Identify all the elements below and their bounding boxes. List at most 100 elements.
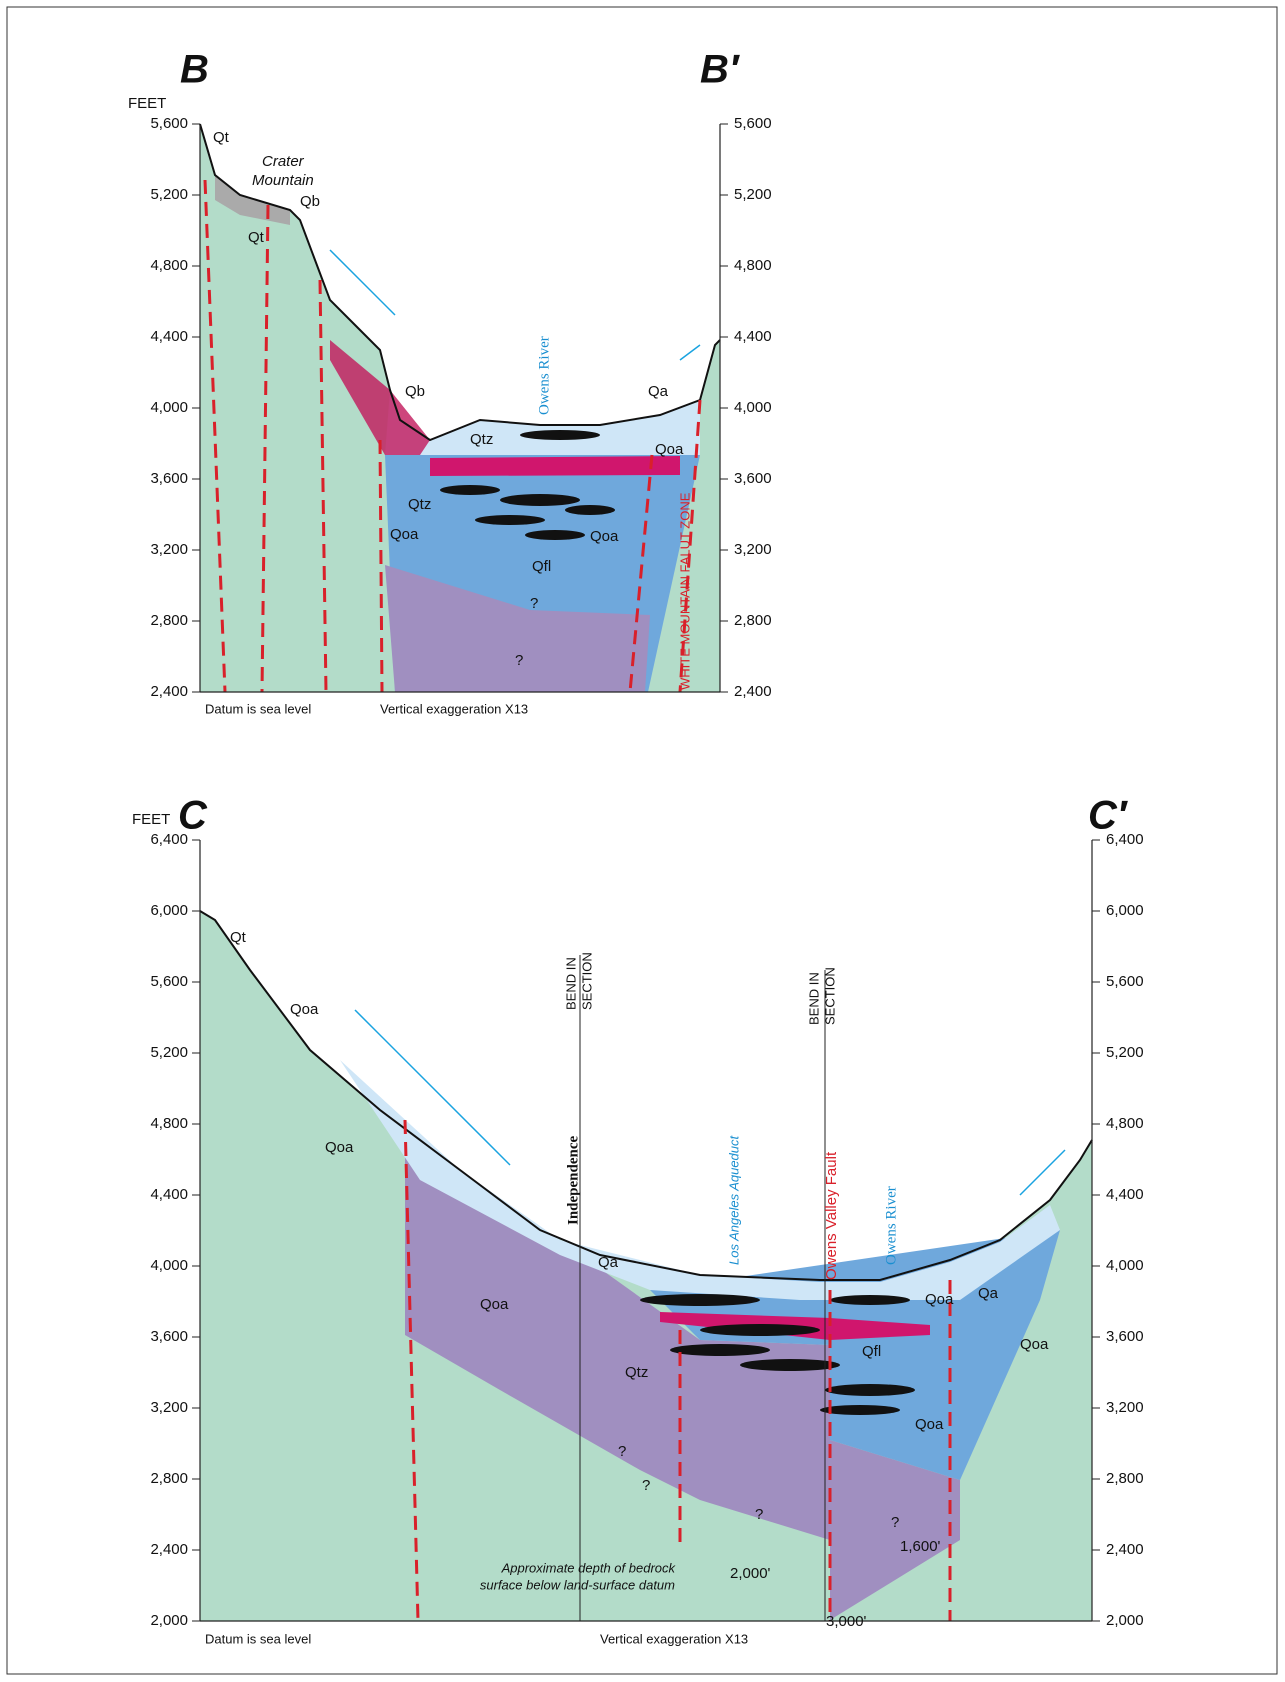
datum: Datum is sea level [205, 1631, 311, 1646]
label: Qoa [1020, 1336, 1049, 1353]
tick-label: 2,400 [1106, 1541, 1144, 1558]
label: SECTION [579, 952, 594, 1010]
tick-label: 2,800 [734, 612, 772, 629]
label: Qb [300, 193, 320, 210]
arrows [354, 1009, 1066, 1196]
faults [403, 1119, 952, 1622]
basalt [330, 340, 430, 455]
label: Crater [262, 153, 305, 170]
label: ? [642, 1477, 650, 1494]
section-b: B B′ FEET Qt Crater Mountain Qb Qt Qb Qt… [128, 48, 741, 717]
tick-label: 4,800 [734, 257, 772, 274]
label: Qoa [325, 1139, 354, 1156]
tick-label: 3,600 [150, 1328, 188, 1345]
label: Qoa [480, 1296, 509, 1313]
qa [340, 1060, 1060, 1300]
tick-label: 5,600 [1106, 973, 1144, 990]
label: Qfl [532, 558, 551, 575]
lenses [440, 430, 615, 540]
tick-label: 4,400 [150, 1186, 188, 1203]
label: Qfl [862, 1343, 881, 1360]
tick-label: 4,400 [734, 328, 772, 345]
tick-label: 5,200 [734, 186, 772, 203]
tick-label: 2,400 [734, 683, 772, 700]
label: Qtz [408, 496, 431, 513]
exaggeration: Vertical exaggeration X13 [600, 1631, 748, 1646]
section-start: B [180, 48, 209, 92]
label: Qa [978, 1285, 999, 1302]
tick-label: 3,200 [734, 541, 772, 558]
tick-label: 5,600 [734, 115, 772, 132]
sky [200, 900, 1092, 1280]
label: Qb [405, 383, 425, 400]
tick-label: 4,400 [150, 328, 188, 345]
label: ? [618, 1443, 626, 1460]
tick-label: 4,800 [1106, 1115, 1144, 1132]
label: Qa [648, 383, 669, 400]
section-start: C [178, 794, 208, 838]
qb [215, 175, 290, 225]
basement [385, 565, 650, 692]
label: BEND IN [806, 972, 821, 1025]
tick-label: 4,000 [150, 399, 188, 416]
faults [203, 179, 702, 693]
tick-label: 2,800 [1106, 1470, 1144, 1487]
tick-label: 2,800 [150, 612, 188, 629]
exaggeration: Vertical exaggeration X13 [380, 701, 528, 716]
section-end: C′ [1088, 794, 1129, 838]
tick-label: 5,200 [150, 1044, 188, 1061]
label: Qoa [290, 1001, 319, 1018]
label: ? [891, 1514, 899, 1531]
label: Qoa [590, 528, 619, 545]
tick-label: 3,200 [1106, 1399, 1144, 1416]
label: Qtz [470, 431, 493, 448]
tick-label: 2,800 [150, 1470, 188, 1487]
tick-label: 3,600 [1106, 1328, 1144, 1345]
label: 2,000' [730, 1565, 771, 1582]
label: Approximate depth of bedrock [501, 1560, 677, 1575]
basement [405, 1150, 960, 1620]
label: Qt [230, 929, 247, 946]
label: surface below land-surface datum [480, 1577, 675, 1592]
label: Owens River [883, 1186, 899, 1265]
tick-label: 5,200 [1106, 1044, 1144, 1061]
tick-label: 6,000 [150, 902, 188, 919]
tick-label: 2,400 [150, 683, 188, 700]
tick-label: 4,000 [1106, 1257, 1144, 1274]
tick-label: 4,800 [150, 257, 188, 274]
tick-label: 2,400 [150, 1541, 188, 1558]
tick-label: 5,600 [150, 115, 188, 132]
label: WHITE MOUNTAIN FALUT ZONE [677, 492, 692, 690]
land-surface [199, 123, 721, 442]
label: ? [530, 595, 538, 612]
tick-label: 3,200 [150, 541, 188, 558]
tick-label: 3,200 [150, 1399, 188, 1416]
label: Qa [598, 1254, 619, 1271]
sky [200, 110, 720, 440]
tick-label: 5,600 [150, 973, 188, 990]
label: Qoa [390, 526, 419, 543]
label: 1,600' [900, 1538, 941, 1555]
tick-label: 3,600 [150, 470, 188, 487]
tick-label: 4,000 [734, 399, 772, 416]
label: Qoa [925, 1291, 954, 1308]
tick-label: 3,600 [734, 470, 772, 487]
label: Qoa [915, 1416, 944, 1433]
tick-label: 6,000 [1106, 902, 1144, 919]
label: Owens Valley Fault [823, 1151, 840, 1280]
unit: FEET [128, 95, 166, 112]
tick-label: 4,800 [150, 1115, 188, 1132]
label: Qoa [655, 441, 684, 458]
label: Qtz [625, 1364, 648, 1381]
label: Independence [565, 1135, 581, 1225]
datum: Datum is sea level [205, 701, 311, 716]
land-surface [199, 910, 1093, 1281]
label: Los Angeles Aqueduct [726, 1134, 741, 1265]
label: SECTION [822, 967, 837, 1025]
section-c: C C′ FEET Qt Qoa Qoa BEND IN SECTION BEN… [132, 794, 1129, 1647]
label: Owens River [536, 336, 552, 415]
label: 3,000' [826, 1613, 867, 1630]
tick-label: 2,000 [1106, 1612, 1144, 1629]
tick-label: 4,400 [1106, 1186, 1144, 1203]
